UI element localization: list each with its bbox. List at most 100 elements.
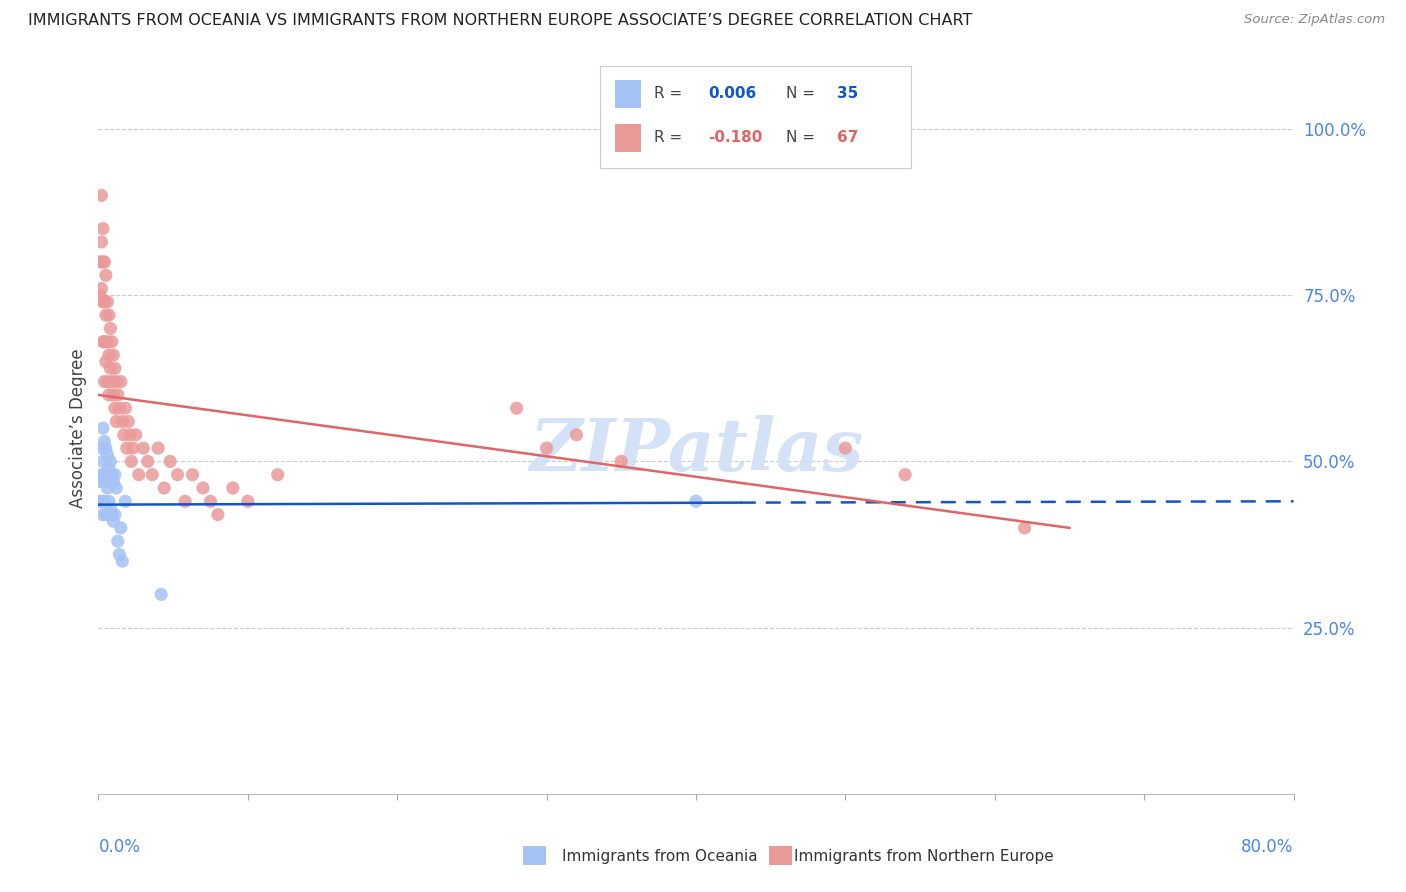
Text: IMMIGRANTS FROM OCEANIA VS IMMIGRANTS FROM NORTHERN EUROPE ASSOCIATE’S DEGREE CO: IMMIGRANTS FROM OCEANIA VS IMMIGRANTS FR…	[28, 13, 973, 29]
Point	[1014, 521, 1036, 535]
Point	[97, 388, 120, 402]
Point	[90, 467, 112, 482]
Point	[118, 427, 141, 442]
Point	[100, 361, 122, 376]
Point	[685, 494, 707, 508]
Text: ZIPatlas: ZIPatlas	[529, 415, 863, 485]
Point	[89, 475, 111, 489]
Point	[207, 508, 229, 522]
Point	[148, 441, 170, 455]
Point	[94, 268, 117, 283]
Text: Immigrants from Northern Europe: Immigrants from Northern Europe	[794, 849, 1054, 863]
Point	[104, 508, 127, 522]
Text: R =: R =	[654, 130, 682, 145]
Point	[91, 508, 114, 522]
Point	[93, 294, 115, 309]
Point	[536, 441, 558, 455]
Text: Immigrants from Oceania: Immigrants from Oceania	[562, 849, 758, 863]
Point	[94, 508, 117, 522]
Point	[105, 415, 128, 429]
Point	[834, 441, 856, 455]
Point	[97, 308, 120, 322]
Point	[117, 415, 139, 429]
Point	[101, 508, 124, 522]
Point	[112, 427, 135, 442]
Point	[125, 427, 148, 442]
Point	[89, 255, 111, 269]
Point	[107, 534, 129, 549]
Point	[101, 375, 124, 389]
Point	[97, 348, 120, 362]
Text: Source: ZipAtlas.com: Source: ZipAtlas.com	[1244, 13, 1385, 27]
Point	[150, 587, 173, 601]
Point	[93, 375, 115, 389]
Point	[96, 448, 118, 462]
Point	[114, 401, 136, 416]
Point	[94, 354, 117, 368]
Point	[101, 334, 124, 349]
Point	[97, 494, 120, 508]
Point	[111, 554, 134, 568]
FancyBboxPatch shape	[600, 66, 911, 169]
Point	[121, 441, 143, 455]
Point	[894, 467, 917, 482]
Point	[174, 494, 197, 508]
Point	[91, 255, 114, 269]
Point	[91, 334, 114, 349]
Point	[93, 494, 115, 508]
Point	[94, 308, 117, 322]
Point	[105, 375, 128, 389]
Point	[103, 348, 125, 362]
Point	[111, 415, 134, 429]
Point	[93, 334, 115, 349]
Point	[128, 467, 150, 482]
Point	[91, 421, 114, 435]
Point	[565, 427, 588, 442]
Text: -0.180: -0.180	[709, 130, 762, 145]
Point	[89, 288, 111, 302]
Point	[236, 494, 259, 508]
Point	[610, 454, 633, 468]
Point	[267, 467, 290, 482]
Point	[91, 454, 114, 468]
Text: 0.0%: 0.0%	[98, 838, 141, 856]
Point	[166, 467, 188, 482]
Point	[108, 548, 131, 562]
Text: N =: N =	[786, 130, 814, 145]
Point	[89, 494, 111, 508]
Point	[101, 467, 124, 482]
Point	[93, 434, 115, 449]
Point	[107, 388, 129, 402]
Point	[110, 375, 132, 389]
Point	[159, 454, 181, 468]
Point	[96, 375, 118, 389]
Point	[96, 294, 118, 309]
Point	[114, 494, 136, 508]
Point	[90, 494, 112, 508]
Point	[100, 321, 122, 335]
Point	[100, 500, 122, 515]
Point	[222, 481, 245, 495]
Text: 80.0%: 80.0%	[1241, 838, 1294, 856]
Point	[110, 521, 132, 535]
Bar	[614, 80, 641, 108]
Text: 35: 35	[837, 87, 858, 102]
Point	[132, 441, 155, 455]
Point	[103, 388, 125, 402]
Point	[141, 467, 163, 482]
Point	[94, 441, 117, 455]
Point	[90, 441, 112, 455]
Bar	[523, 846, 546, 865]
Point	[93, 255, 115, 269]
Point	[103, 514, 125, 528]
Y-axis label: Associate’s Degree: Associate’s Degree	[69, 349, 87, 508]
Text: 0.006: 0.006	[709, 87, 756, 102]
Point	[104, 361, 127, 376]
Point	[96, 334, 118, 349]
Bar	[769, 846, 792, 865]
Point	[91, 221, 114, 235]
Point	[90, 235, 112, 249]
Text: N =: N =	[786, 87, 814, 102]
Point	[97, 461, 120, 475]
Point	[93, 467, 115, 482]
